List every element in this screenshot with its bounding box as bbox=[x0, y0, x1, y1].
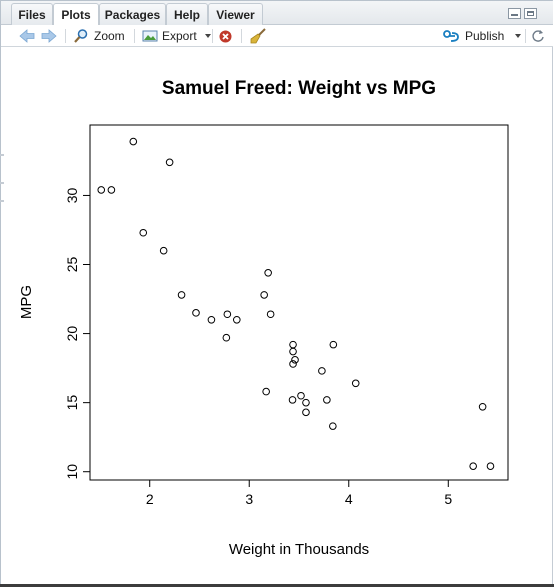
tab-viewer[interactable]: Viewer bbox=[208, 3, 263, 25]
data-point bbox=[302, 408, 310, 417]
tab-viewer-label: Viewer bbox=[216, 7, 255, 22]
clear-all-plots-button[interactable] bbox=[250, 25, 266, 47]
export-image-icon bbox=[142, 30, 158, 42]
data-point bbox=[323, 396, 331, 404]
tab-files-label: Files bbox=[18, 7, 46, 22]
x-axis-label: Weight in Thousands bbox=[229, 541, 369, 558]
tab-packages[interactable]: Packages bbox=[99, 3, 166, 25]
y-tick-label: 30 bbox=[64, 187, 80, 203]
publish-label: Publish bbox=[465, 29, 505, 43]
x-tick-label: 5 bbox=[444, 491, 452, 507]
toolbar-separator bbox=[525, 29, 526, 43]
data-point bbox=[165, 158, 174, 167]
x-tick-label: 4 bbox=[345, 491, 353, 507]
minimize-pane-button[interactable] bbox=[508, 8, 521, 19]
y-tick-label: 20 bbox=[64, 326, 80, 342]
splitter-mark bbox=[0, 200, 4, 202]
broom-icon bbox=[250, 28, 266, 44]
zoom-button[interactable]: Zoom bbox=[73, 25, 125, 47]
zoom-icon bbox=[74, 29, 88, 43]
toolbar-separator bbox=[134, 29, 135, 43]
publish-icon bbox=[443, 30, 459, 42]
scatter-plot: Samuel Freed: Weight vs MPG 2 3 4 5 10 15 20 2… bbox=[18, 78, 509, 558]
data-point bbox=[139, 228, 148, 237]
data-point bbox=[469, 462, 477, 470]
tab-files[interactable]: Files bbox=[11, 3, 53, 25]
y-tick-label: 25 bbox=[64, 257, 80, 273]
data-point bbox=[264, 269, 272, 277]
data-point bbox=[107, 186, 116, 194]
zoom-label: Zoom bbox=[94, 29, 125, 43]
data-point bbox=[159, 246, 168, 255]
data-point bbox=[97, 186, 106, 194]
refresh-button[interactable] bbox=[531, 25, 545, 47]
data-point bbox=[262, 387, 270, 396]
data-point bbox=[266, 310, 275, 319]
maximize-icon bbox=[527, 11, 534, 16]
chevron-down-icon bbox=[515, 34, 522, 38]
minimize-icon bbox=[511, 14, 518, 16]
data-point bbox=[289, 360, 297, 368]
data-point bbox=[486, 462, 495, 470]
data-point bbox=[129, 137, 138, 146]
forward-button[interactable] bbox=[41, 25, 57, 47]
window-bottom-border bbox=[0, 584, 554, 587]
data-point bbox=[289, 340, 297, 349]
tab-plots[interactable]: Plots bbox=[53, 3, 99, 26]
chart-title: Samuel Freed: Weight vs MPG bbox=[162, 78, 436, 99]
x-tick-label: 2 bbox=[146, 491, 154, 507]
export-button[interactable]: Export bbox=[142, 25, 212, 47]
remove-plot-icon bbox=[219, 30, 232, 42]
data-point bbox=[288, 396, 297, 404]
pane-tab-bar: Files Plots Packages Help Viewer bbox=[1, 1, 553, 26]
splitter-mark bbox=[0, 154, 4, 156]
toolbar-separator bbox=[212, 29, 213, 43]
export-label: Export bbox=[162, 29, 197, 43]
data-point bbox=[351, 379, 360, 388]
tab-help[interactable]: Help bbox=[166, 3, 208, 25]
arrow-left-icon bbox=[19, 29, 35, 43]
refresh-icon bbox=[532, 30, 544, 42]
data-point bbox=[291, 356, 299, 364]
plot-viewer: Samuel Freed: Weight vs MPG 2 3 4 5 10 15 20 2… bbox=[13, 48, 541, 582]
plot-toolbar: Zoom Export Publish bbox=[1, 25, 553, 47]
data-point bbox=[302, 398, 310, 407]
publish-button[interactable]: Publish bbox=[443, 25, 522, 47]
splitter-mark bbox=[0, 182, 4, 184]
tab-packages-label: Packages bbox=[104, 7, 161, 22]
data-point bbox=[232, 315, 241, 324]
y-tick-label: 10 bbox=[64, 464, 80, 480]
data-point bbox=[260, 291, 268, 299]
data-point bbox=[329, 340, 338, 349]
chevron-down-icon bbox=[204, 34, 211, 38]
toolbar-separator bbox=[65, 29, 66, 43]
y-tick-label: 15 bbox=[64, 395, 80, 411]
y-axis-label: MPG bbox=[18, 285, 35, 319]
data-point bbox=[223, 310, 232, 319]
plot-frame bbox=[89, 124, 509, 481]
back-button[interactable] bbox=[19, 25, 35, 47]
arrow-right-icon bbox=[41, 29, 57, 43]
data-point bbox=[289, 347, 297, 356]
data-point bbox=[222, 333, 231, 342]
data-point bbox=[192, 309, 200, 317]
data-point bbox=[329, 422, 337, 430]
toolbar-separator bbox=[241, 29, 242, 43]
data-point bbox=[478, 402, 487, 411]
data-point bbox=[177, 291, 186, 299]
maximize-pane-button[interactable] bbox=[524, 8, 537, 19]
data-point bbox=[318, 367, 326, 375]
data-point bbox=[297, 391, 305, 400]
remove-plot-button[interactable] bbox=[219, 25, 232, 47]
tab-help-label: Help bbox=[173, 7, 200, 22]
data-point bbox=[207, 315, 216, 324]
tab-plots-label: Plots bbox=[61, 8, 91, 22]
x-tick-label: 3 bbox=[245, 491, 253, 507]
